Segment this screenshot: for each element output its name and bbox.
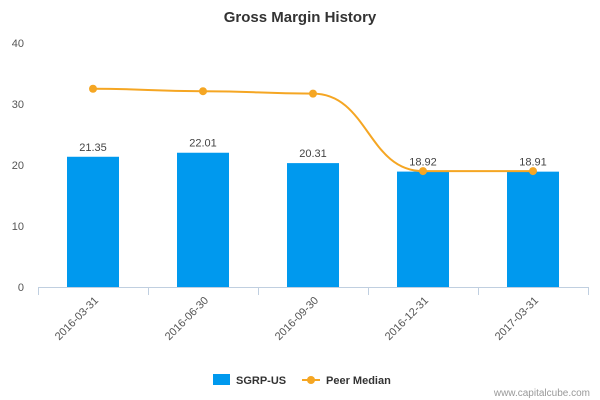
peer-median-line: [92, 87, 533, 173]
data-label: 18.92: [409, 157, 437, 169]
bar: [67, 156, 119, 287]
legend-marker-peer: [307, 376, 315, 384]
x-tick-label: 2016-06-30: [163, 295, 211, 343]
peer-median-point: [419, 167, 427, 176]
y-tick-label: 0: [18, 282, 24, 294]
credit-text: www.capitalcube.com: [493, 388, 590, 399]
x-tick-label: 2016-12-31: [383, 295, 431, 343]
x-tick-label: 2017-03-31: [493, 295, 541, 343]
bar: [287, 163, 339, 287]
x-tick-label: 2016-09-30: [273, 295, 321, 343]
legend-label-sgrp: SGRP-US: [236, 375, 286, 387]
peer-median-point: [309, 89, 317, 98]
bar: [507, 171, 559, 287]
bar-series: 21.35 22.01 20.31 18.92 18.91: [67, 138, 559, 287]
peer-median-point: [529, 167, 537, 176]
peer-median-point: [89, 84, 97, 93]
bar: [397, 171, 449, 287]
data-label: 20.31: [299, 148, 327, 160]
legend-label-peer: Peer Median: [326, 375, 391, 387]
data-label: 22.01: [189, 138, 217, 150]
y-tick-label: 30: [12, 99, 24, 111]
data-label: 21.35: [79, 142, 107, 154]
legend[interactable]: SGRP-US Peer Median: [213, 374, 391, 387]
peer-median-series: [89, 84, 537, 176]
y-tick-label: 10: [12, 221, 24, 233]
legend-swatch-sgrp: [213, 374, 230, 385]
bar: [177, 152, 229, 287]
y-tick-label: 20: [12, 160, 24, 172]
peer-median-point: [199, 87, 207, 96]
x-tick-label: 2016-03-31: [53, 295, 101, 343]
chart-title: Gross Margin History: [224, 9, 377, 26]
data-label: 18.91: [519, 157, 547, 169]
y-axis: 0 10 20 30 40: [12, 38, 24, 294]
x-axis: 2016-03-31 2016-06-30 2016-09-30 2016-12-31…: [38, 287, 589, 343]
y-tick-label: 40: [12, 38, 24, 50]
